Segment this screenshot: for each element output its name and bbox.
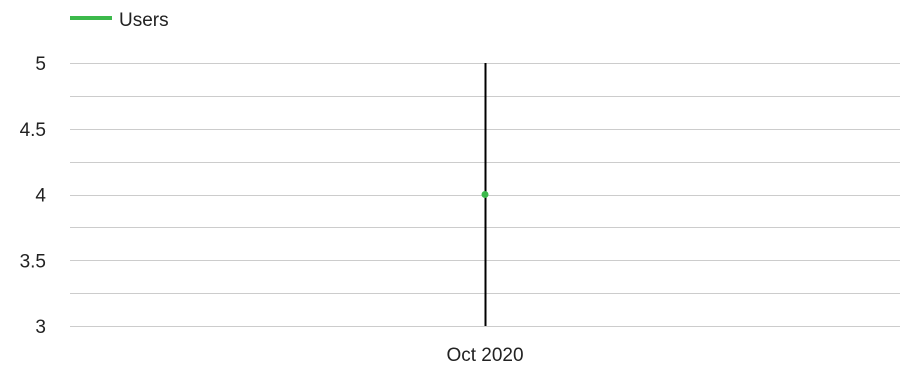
x-axis-tick-labels: Oct 2020: [446, 345, 523, 366]
y-axis-tick-labels: 3 3.5 4 4.5 5: [20, 54, 47, 338]
y-tick-label: 3: [35, 317, 46, 338]
y-tick-label: 4: [35, 186, 46, 207]
legend: Users: [70, 10, 169, 31]
x-tick-label: Oct 2020: [446, 345, 523, 366]
data-point: [481, 191, 489, 198]
y-tick-label: 4.5: [20, 120, 46, 141]
y-tick-label: 3.5: [20, 251, 46, 272]
legend-label-users: Users: [119, 10, 169, 31]
series-users: [481, 191, 489, 198]
y-tick-label: 5: [35, 54, 46, 75]
